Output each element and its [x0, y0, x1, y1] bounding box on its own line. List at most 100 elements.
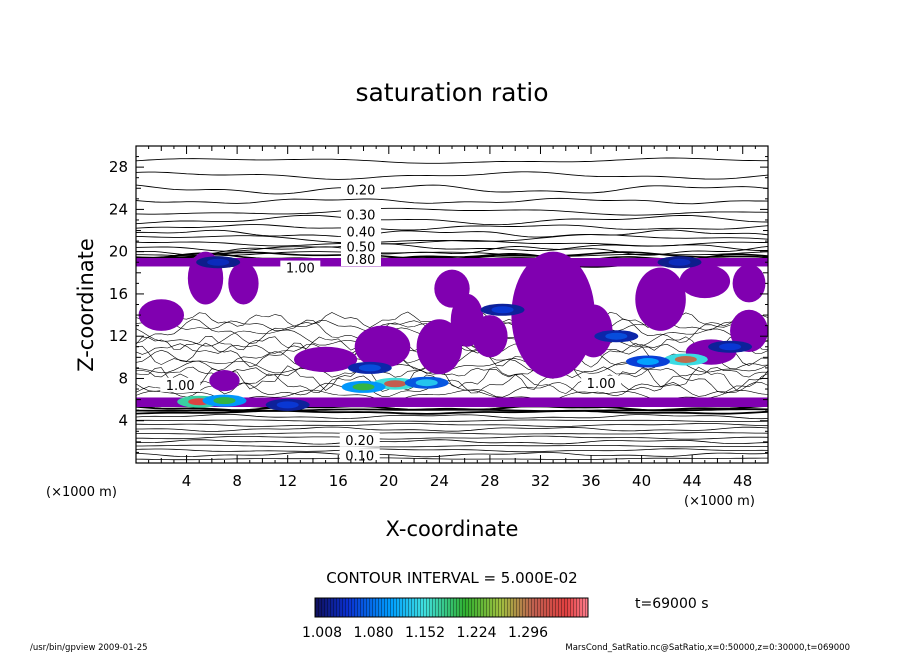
supersaturated-region [574, 304, 613, 358]
contour-line [136, 423, 768, 427]
colorbar-frame [314, 597, 589, 618]
contour-line [136, 409, 768, 415]
chart-title: saturation ratio [355, 78, 548, 107]
contour-line [136, 207, 768, 216]
contour-line [136, 373, 768, 395]
contour-label-bg [340, 207, 381, 222]
contour-label-bg [340, 224, 381, 239]
supersaturated-region [635, 267, 686, 331]
contour-label: 0.30 [347, 209, 376, 224]
contour-label: 0.20 [347, 183, 376, 198]
contour-label: 0.40 [347, 226, 376, 241]
colorbar-ticks: 1.008 1.080 1.152 1.224 1.296 [302, 625, 548, 641]
contour-line [136, 243, 768, 252]
supersaturated-region [228, 262, 259, 305]
hotspot [358, 364, 381, 372]
contour-line [136, 426, 768, 432]
contour-label-bg [581, 375, 622, 390]
y-tick-label: 8 [118, 369, 128, 387]
hotspot [213, 397, 236, 405]
hotspot [605, 332, 628, 340]
colorbar-tick-label: 1.152 [405, 625, 445, 641]
contour-line [136, 184, 768, 195]
contour-line [136, 451, 768, 458]
hotspot [207, 258, 230, 266]
contour-line [136, 439, 768, 445]
x-tick-label: 20 [379, 472, 398, 490]
x-axis: 4 8 12 16 20 24 28 32 36 40 44 48 [135, 146, 769, 490]
x-tick-label: 24 [430, 472, 449, 490]
hotspot [636, 358, 659, 366]
footer-left: /usr/bin/gpview 2009-01-25 [30, 643, 148, 653]
contour-line [136, 408, 768, 412]
supersaturated-region [732, 264, 766, 303]
x-unit-label: (×1000 m) [684, 494, 755, 509]
contour-label: 1.00 [166, 379, 195, 394]
supersaturated-region [679, 264, 731, 299]
y-tick-label: 24 [109, 200, 128, 218]
colorbar: 1.008 1.080 1.152 1.224 1.296 [302, 597, 589, 641]
hotspot [668, 258, 691, 266]
contour-label: 0.50 [347, 240, 376, 255]
contour-label-bg [160, 377, 201, 392]
hotspot-layer [177, 256, 753, 411]
y-tick-label: 4 [118, 412, 128, 430]
contour-line [136, 381, 768, 398]
contour-label-bg [340, 182, 381, 197]
colorbar-tick-label: 1.224 [456, 625, 496, 641]
supersaturated-region [354, 325, 411, 368]
colorbar-tick-label: 1.008 [302, 625, 342, 641]
contour-line [136, 457, 768, 461]
contour-line [136, 444, 768, 448]
contour-label-bg [340, 239, 381, 254]
supersaturated-region [209, 370, 240, 392]
y-tick-label: 12 [109, 327, 128, 345]
y-tick-label: 28 [109, 158, 128, 176]
x-axis-label: X-coordinate [386, 517, 519, 541]
colorbar-tick-label: 1.296 [508, 625, 548, 641]
contour-label: 0.20 [345, 434, 374, 449]
hotspot [415, 379, 438, 387]
x-tick-label: 48 [733, 472, 752, 490]
contour-label-bg [339, 448, 380, 463]
supersaturated-region [138, 299, 185, 331]
contour-line [136, 448, 768, 453]
contour-label: 1.00 [286, 262, 315, 277]
contour-line [136, 224, 768, 231]
colorbar-stripes [315, 598, 588, 617]
contour-line [136, 413, 768, 420]
footer-right: MarsCond_SatRatio.nc@SatRatio,x=0:50000,… [565, 643, 850, 653]
x-tick-label: 44 [683, 472, 702, 490]
hotspot [384, 380, 407, 388]
y-tick-label: 20 [109, 243, 128, 261]
hotspot [491, 306, 514, 314]
contour-label-bg [339, 432, 380, 447]
x-tick-label: 40 [632, 472, 651, 490]
colorbar-tick-label: 1.080 [353, 625, 393, 641]
x-tick-label: 32 [531, 472, 550, 490]
y-axis-label: Z-coordinate [74, 238, 98, 372]
supersaturated-region [416, 319, 463, 375]
time-label: t=69000 s [635, 596, 709, 612]
supersaturated-band [136, 397, 768, 407]
contour-label: 0.80 [347, 253, 376, 268]
hotspot [719, 343, 742, 351]
contour-line [136, 366, 768, 379]
contour-line [136, 435, 768, 440]
contour-label: 1.00 [587, 377, 616, 392]
contour-interval-label: CONTOUR INTERVAL = 5.000E-02 [326, 569, 577, 587]
contour-line [136, 419, 768, 422]
contour-line [136, 229, 768, 238]
hotspot [276, 401, 299, 409]
contour-line [136, 197, 768, 205]
supersaturated-band [136, 258, 768, 267]
contour-label-bg [280, 260, 321, 275]
y-unit-label: (×1000 m) [46, 485, 117, 500]
x-tick-label: 4 [182, 472, 192, 490]
supersaturated-region [434, 269, 470, 308]
x-tick-label: 16 [329, 472, 348, 490]
contour-line [136, 214, 768, 226]
contour-label-bg [340, 252, 381, 267]
y-axis: 4 8 12 16 20 24 28 [109, 145, 768, 464]
